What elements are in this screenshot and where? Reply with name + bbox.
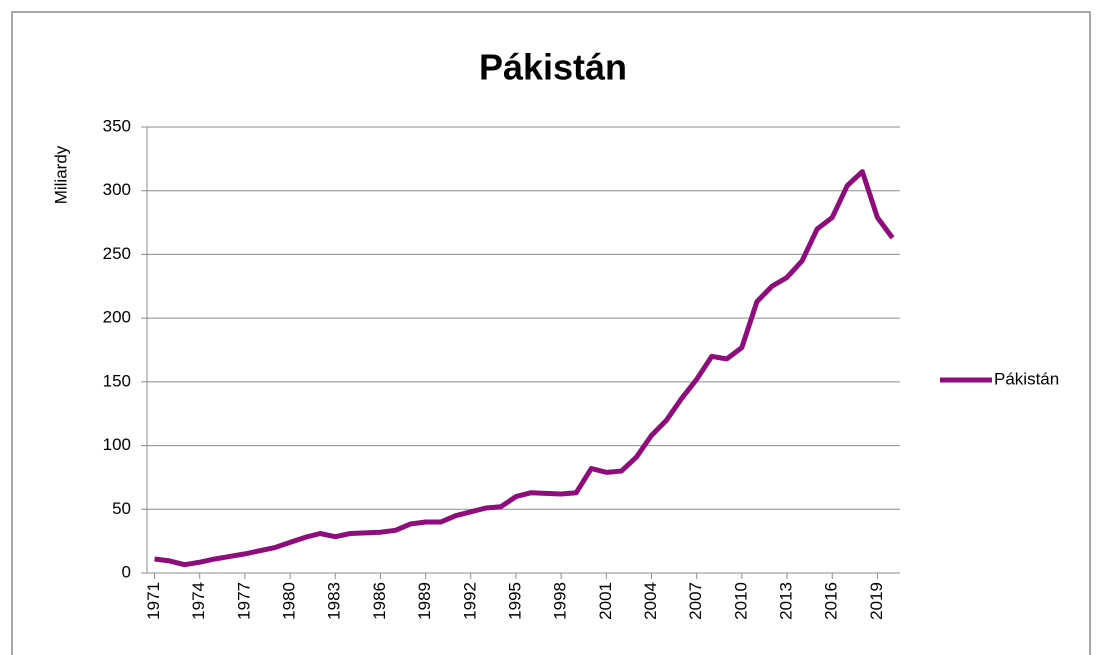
x-tick-label: 1974	[189, 582, 208, 620]
x-tick-label: 2004	[641, 582, 660, 620]
x-tick-label: 1998	[551, 582, 570, 620]
x-tick-label: 1989	[415, 582, 434, 620]
y-tick-label: 0	[122, 562, 131, 581]
x-tick-label: 2007	[686, 582, 705, 620]
x-tick-label: 1986	[370, 582, 389, 620]
line-series	[154, 169, 895, 568]
x-tick-label: 2019	[867, 582, 886, 620]
chart-title: Pákistán	[479, 47, 627, 88]
y-tick-label: 200	[103, 308, 131, 327]
x-tick-label: 1995	[505, 582, 524, 620]
x-tick-label: 1983	[325, 582, 344, 620]
y-tick-label: 350	[103, 116, 131, 135]
x-tick-label: 1977	[234, 582, 253, 620]
x-tick-label: 2001	[596, 582, 615, 620]
x-tick-label: 2016	[822, 582, 841, 620]
x-tick-label: 1992	[460, 582, 479, 620]
x-tick-label: 1980	[280, 582, 299, 620]
y-axis-label: Miliardy	[51, 145, 70, 204]
chart-border	[11, 11, 1091, 655]
y-tick-label: 100	[103, 435, 131, 454]
y-tick-label: 50	[112, 499, 131, 518]
y-tick-label: 150	[103, 371, 131, 390]
x-tick-label: 2013	[777, 582, 796, 620]
x-tick-label: 2010	[731, 582, 750, 620]
y-tick-label: 250	[103, 244, 131, 263]
legend-label: Pákistán	[994, 369, 1059, 388]
x-tick-label: 1971	[144, 582, 163, 620]
y-tick-label: 300	[103, 180, 131, 199]
